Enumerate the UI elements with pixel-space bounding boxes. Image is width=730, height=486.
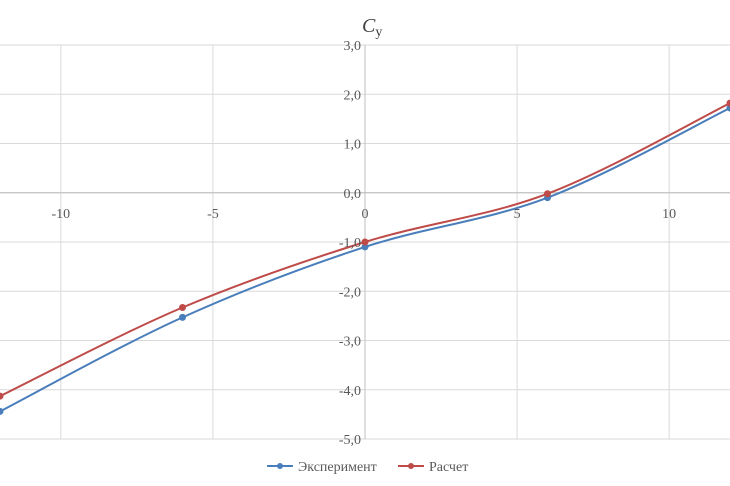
x-tick-label-3: 5 [514, 207, 521, 222]
x-tick-label-2: 0 [362, 207, 369, 222]
legend-item-calculation: Расчет [398, 460, 468, 475]
series-0-point-2 [361, 243, 369, 251]
y-tick-label-2: 1,0 [344, 138, 362, 153]
y-tick-label-0: 3,0 [344, 39, 362, 54]
legend-marker-experiment [277, 463, 283, 469]
y-tick-label-8: -5,0 [339, 433, 361, 448]
y-tick-label-4: -1,0 [339, 236, 361, 251]
series-0-point-0 [0, 407, 4, 415]
series [0, 99, 730, 415]
x-tick-label-4: 10 [662, 207, 676, 222]
y-tick-label-7: -4,0 [339, 384, 361, 399]
series-1-point-2 [361, 238, 369, 246]
y-tick-label-6: -3,0 [339, 335, 361, 350]
x-tick-label-1: -5 [207, 207, 219, 222]
y-axis-label-sub: y [375, 25, 382, 40]
series-0-point-1 [179, 313, 186, 321]
legend-item-experiment: Эксперимент [267, 460, 377, 475]
legend: Эксперимент Расчет [267, 460, 468, 475]
series-1-point-4 [726, 99, 730, 107]
y-axis-label-main: C [362, 15, 376, 37]
series-1-point-0 [0, 392, 4, 400]
legend-label-experiment: Эксперимент [298, 460, 377, 475]
series-1-point-3 [544, 190, 551, 198]
y-axis-label: Cy [362, 15, 382, 40]
x-tick-label-0: -10 [51, 207, 70, 222]
y-tick-label-5: -2,0 [339, 285, 361, 300]
tick-labels: 3,0 2,0 1,0 0,0 -1,0 -2,0 -3,0 -4,0 -5,0 -10 -5 0 5 1… [51, 39, 676, 448]
legend-marker-calculation [408, 463, 414, 469]
series-1 [0, 99, 730, 400]
y-tick-label-3: 0,0 [344, 187, 362, 202]
series-1-point-1 [179, 304, 186, 312]
legend-label-calculation: Расчет [429, 460, 468, 475]
y-tick-label-1: 2,0 [344, 88, 362, 103]
